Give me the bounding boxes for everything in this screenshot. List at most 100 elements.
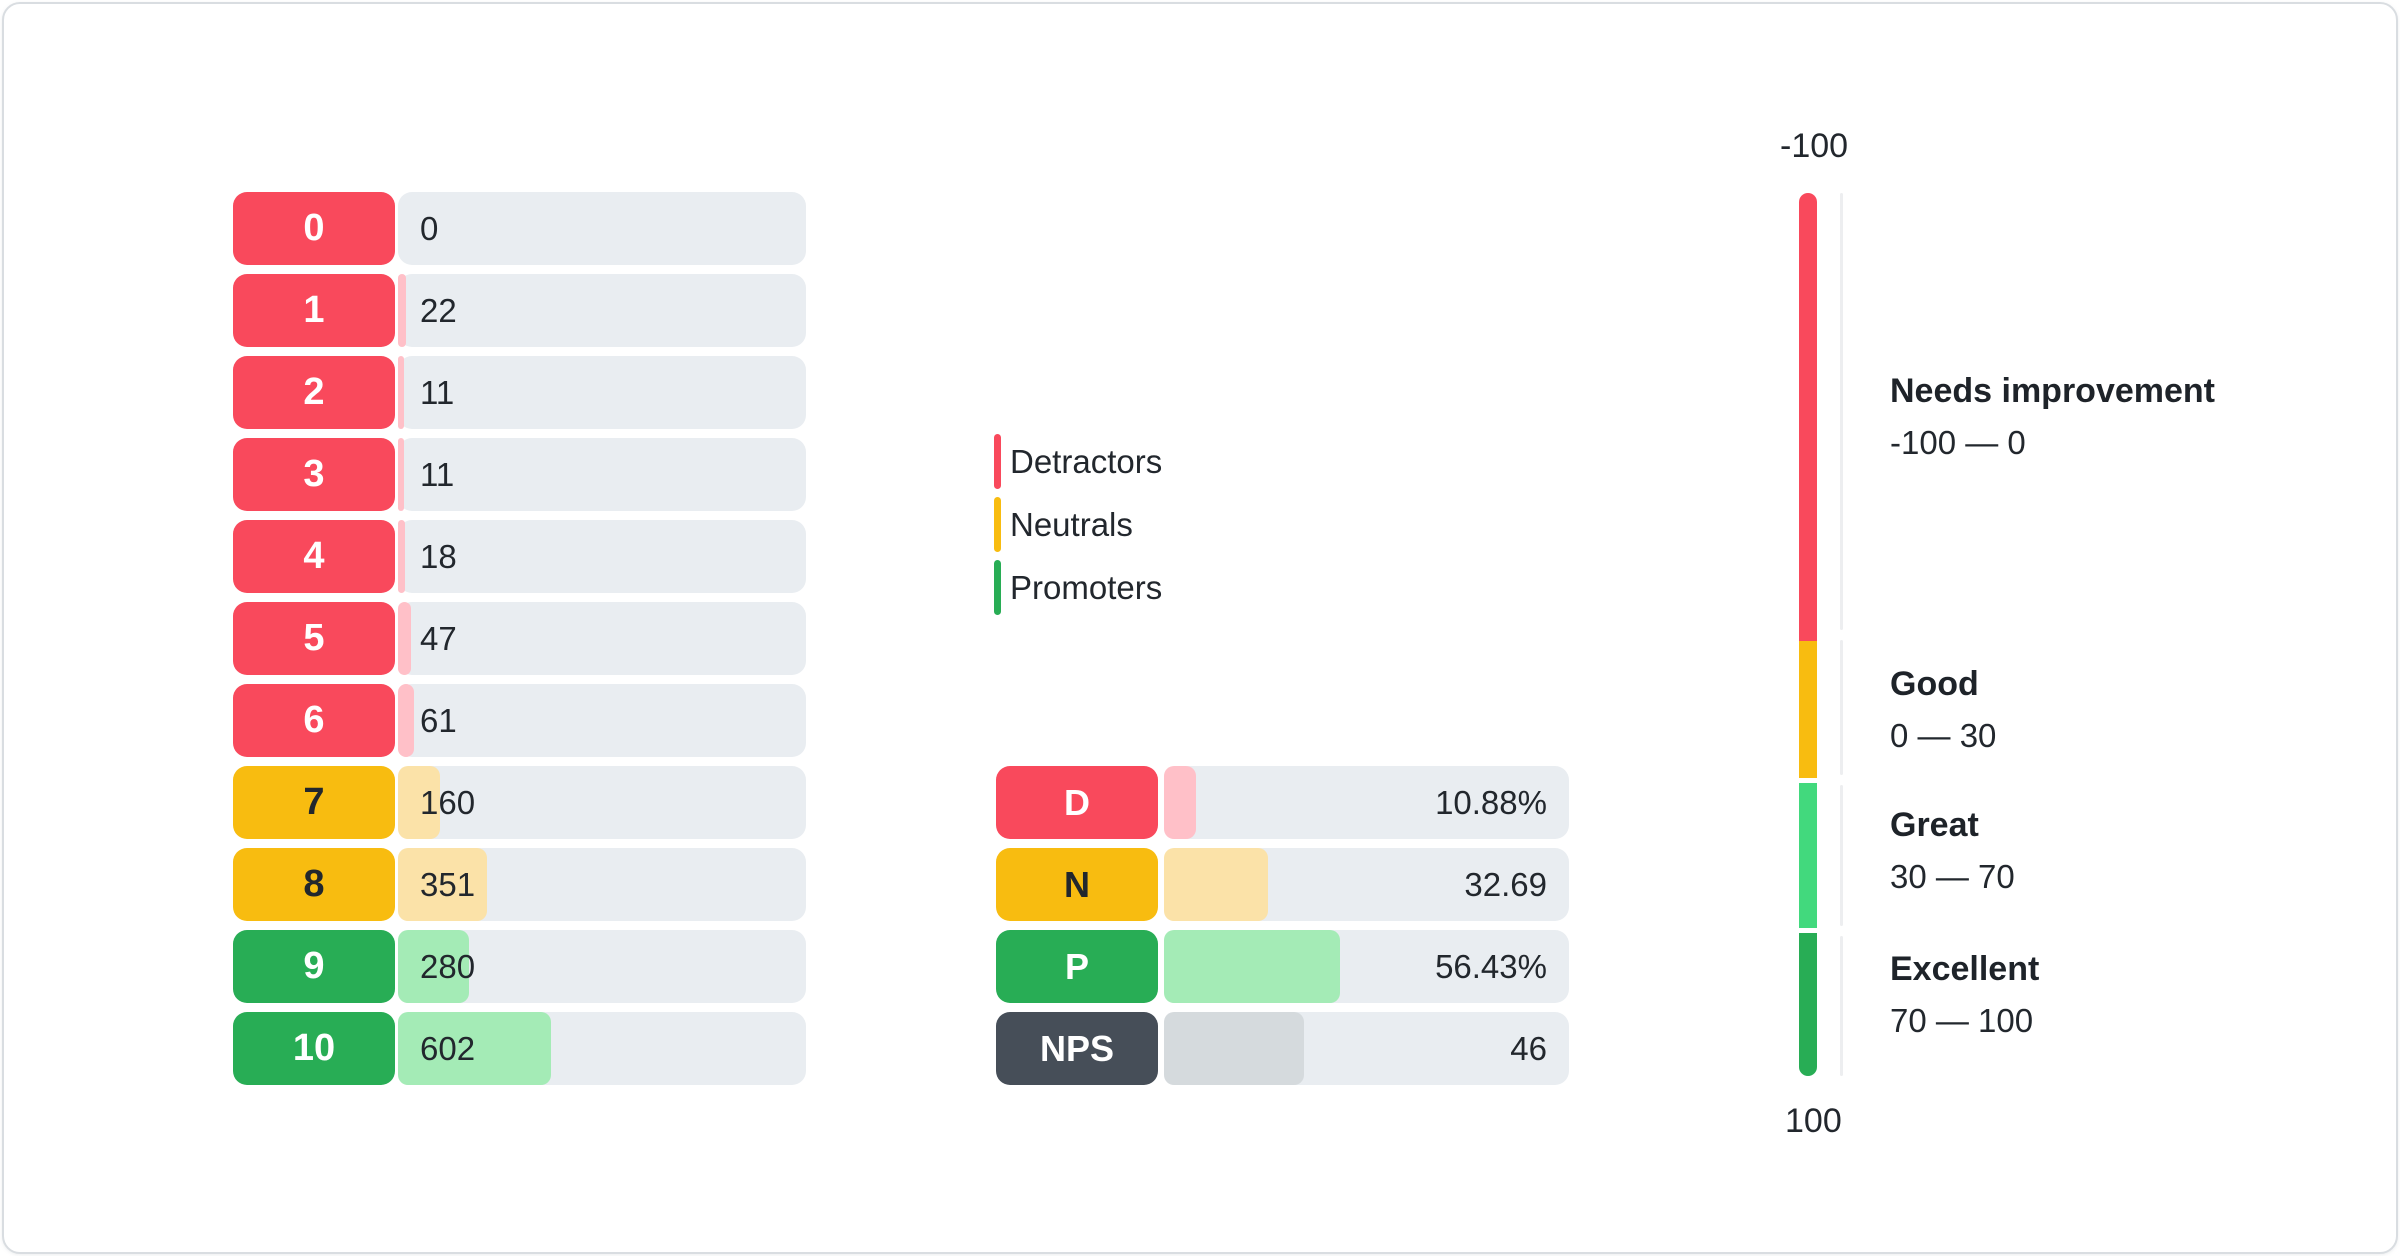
bar-fill (1164, 1012, 1305, 1085)
gauge-segment-good (1799, 640, 1817, 779)
neutrals-swatch-icon (994, 497, 1001, 552)
summary-badge: N (996, 848, 1158, 921)
summary-value: 46 (1510, 1029, 1547, 1067)
bar-track (398, 766, 806, 839)
bar-fill (398, 438, 404, 511)
legend-label: Detractors (1010, 442, 1163, 480)
legend-label: Neutrals (1010, 505, 1133, 543)
bar-track (398, 438, 806, 511)
bar-track-wrap: 56.43% (1164, 930, 1569, 1003)
bar-track-wrap: 22 (398, 274, 806, 347)
count-label: 11 (420, 455, 455, 493)
count-label: 47 (420, 619, 457, 657)
bar-fill (398, 766, 440, 839)
summary-badge: NPS (996, 1012, 1158, 1085)
score-badge: 10 (233, 1012, 395, 1085)
bar-track-wrap: 0 (398, 192, 806, 265)
gauge-section-excellent: Excellent 70 — 100 (1890, 923, 2370, 1066)
score-badge: 7 (233, 766, 395, 839)
bar-track (398, 192, 806, 265)
gauge-axis-line-segment (1840, 193, 1843, 631)
bar-fill (398, 602, 412, 675)
count-label: 160 (420, 783, 476, 821)
bar-track (398, 274, 806, 347)
distribution-row: 10 602 (233, 1012, 806, 1085)
count-label: 602 (420, 1029, 476, 1067)
distribution-row: 4 18 (233, 520, 806, 593)
gauge-section-good: Good 0 — 30 (1890, 641, 2370, 779)
bar-fill (398, 930, 469, 1003)
legend-label: Promoters (1010, 568, 1163, 606)
legend-item-neutrals: Neutrals (994, 497, 1162, 552)
distribution-row: 1 22 (233, 274, 806, 347)
distribution-row: 0 0 (233, 192, 806, 265)
bar-track-wrap: 46 (1164, 1012, 1569, 1085)
count-label: 351 (420, 865, 476, 903)
gauge-section-needs-improvement: Needs improvement -100 — 0 (1890, 193, 2370, 641)
bar-track-wrap: 47 (398, 602, 806, 675)
summary-row-promoters: P 56.43% (996, 930, 1569, 1003)
gauge-axis-line-segment (1840, 640, 1843, 775)
promoters-swatch-icon (994, 560, 1001, 615)
summary-row-detractors: D 10.88% (996, 766, 1569, 839)
distribution-row: 5 47 (233, 602, 806, 675)
bar-track-wrap: 18 (398, 520, 806, 593)
distribution-row: 3 11 (233, 438, 806, 511)
bar-fill (398, 848, 487, 921)
summary-value: 56.43% (1435, 947, 1547, 985)
nps-scale-gauge: -100 Needs improvement -100 — 0 (1740, 127, 2380, 1141)
summary-value: 32.69 (1464, 865, 1547, 903)
detractors-swatch-icon (994, 434, 1001, 489)
bar-track-wrap: 160 (398, 766, 806, 839)
gauge-max-label: 100 (1785, 1102, 1842, 1140)
gauge-section-range: -100 — 0 (1890, 423, 2026, 461)
score-badge: 8 (233, 848, 395, 921)
bar-track-wrap: 280 (398, 930, 806, 1003)
legend: Detractors Neutrals Promoters (994, 434, 1162, 623)
score-badge: 9 (233, 930, 395, 1003)
score-badge: 3 (233, 438, 395, 511)
gauge-axis-line (1840, 193, 1843, 1076)
bar-track-wrap: 11 (398, 356, 806, 429)
gauge-section-range: 0 — 30 (1890, 716, 1997, 754)
summary-badge: P (996, 930, 1158, 1003)
gauge-axis-line-segment (1840, 936, 1843, 1076)
gauge-section-title: Excellent (1890, 949, 2040, 988)
gauge-bar (1799, 193, 1817, 1077)
bar-fill (398, 274, 406, 347)
gauge-section-title: Needs improvement (1890, 371, 2215, 410)
count-label: 0 (420, 209, 439, 247)
bar-fill (398, 356, 404, 429)
bar-track-wrap: 351 (398, 848, 806, 921)
bar-fill (1164, 766, 1196, 839)
count-label: 280 (420, 947, 476, 985)
bar-track (1164, 766, 1569, 839)
distribution-row: 2 11 (233, 356, 806, 429)
bar-fill (398, 684, 415, 757)
gauge-section-title: Great (1890, 805, 1979, 844)
bar-fill (398, 520, 405, 593)
count-label: 11 (420, 373, 455, 411)
score-badge: 1 (233, 274, 395, 347)
gauge-axis-line-segment (1840, 784, 1843, 927)
bar-track (398, 602, 806, 675)
bar-track-wrap: 11 (398, 438, 806, 511)
summary-row-nps: NPS 46 (996, 1012, 1569, 1085)
bar-track (398, 356, 806, 429)
gauge-segment-needs-improvement (1799, 193, 1817, 641)
score-badge: 5 (233, 602, 395, 675)
gauge-section-title: Good (1890, 664, 1979, 703)
bar-track-wrap: 61 (398, 684, 806, 757)
summary-value: 10.88% (1435, 783, 1547, 821)
nps-summary-chart: D 10.88% N 32.69 P 56.43% NPS (996, 766, 1569, 1094)
bar-fill (1164, 930, 1340, 1003)
count-label: 22 (420, 291, 457, 329)
bar-track (398, 684, 806, 757)
score-badge: 2 (233, 356, 395, 429)
bar-fill (1164, 848, 1269, 921)
gauge-section-range: 70 — 100 (1890, 1001, 2034, 1039)
distribution-row: 8 351 (233, 848, 806, 921)
count-label: 61 (420, 701, 457, 739)
distribution-row: 9 280 (233, 930, 806, 1003)
